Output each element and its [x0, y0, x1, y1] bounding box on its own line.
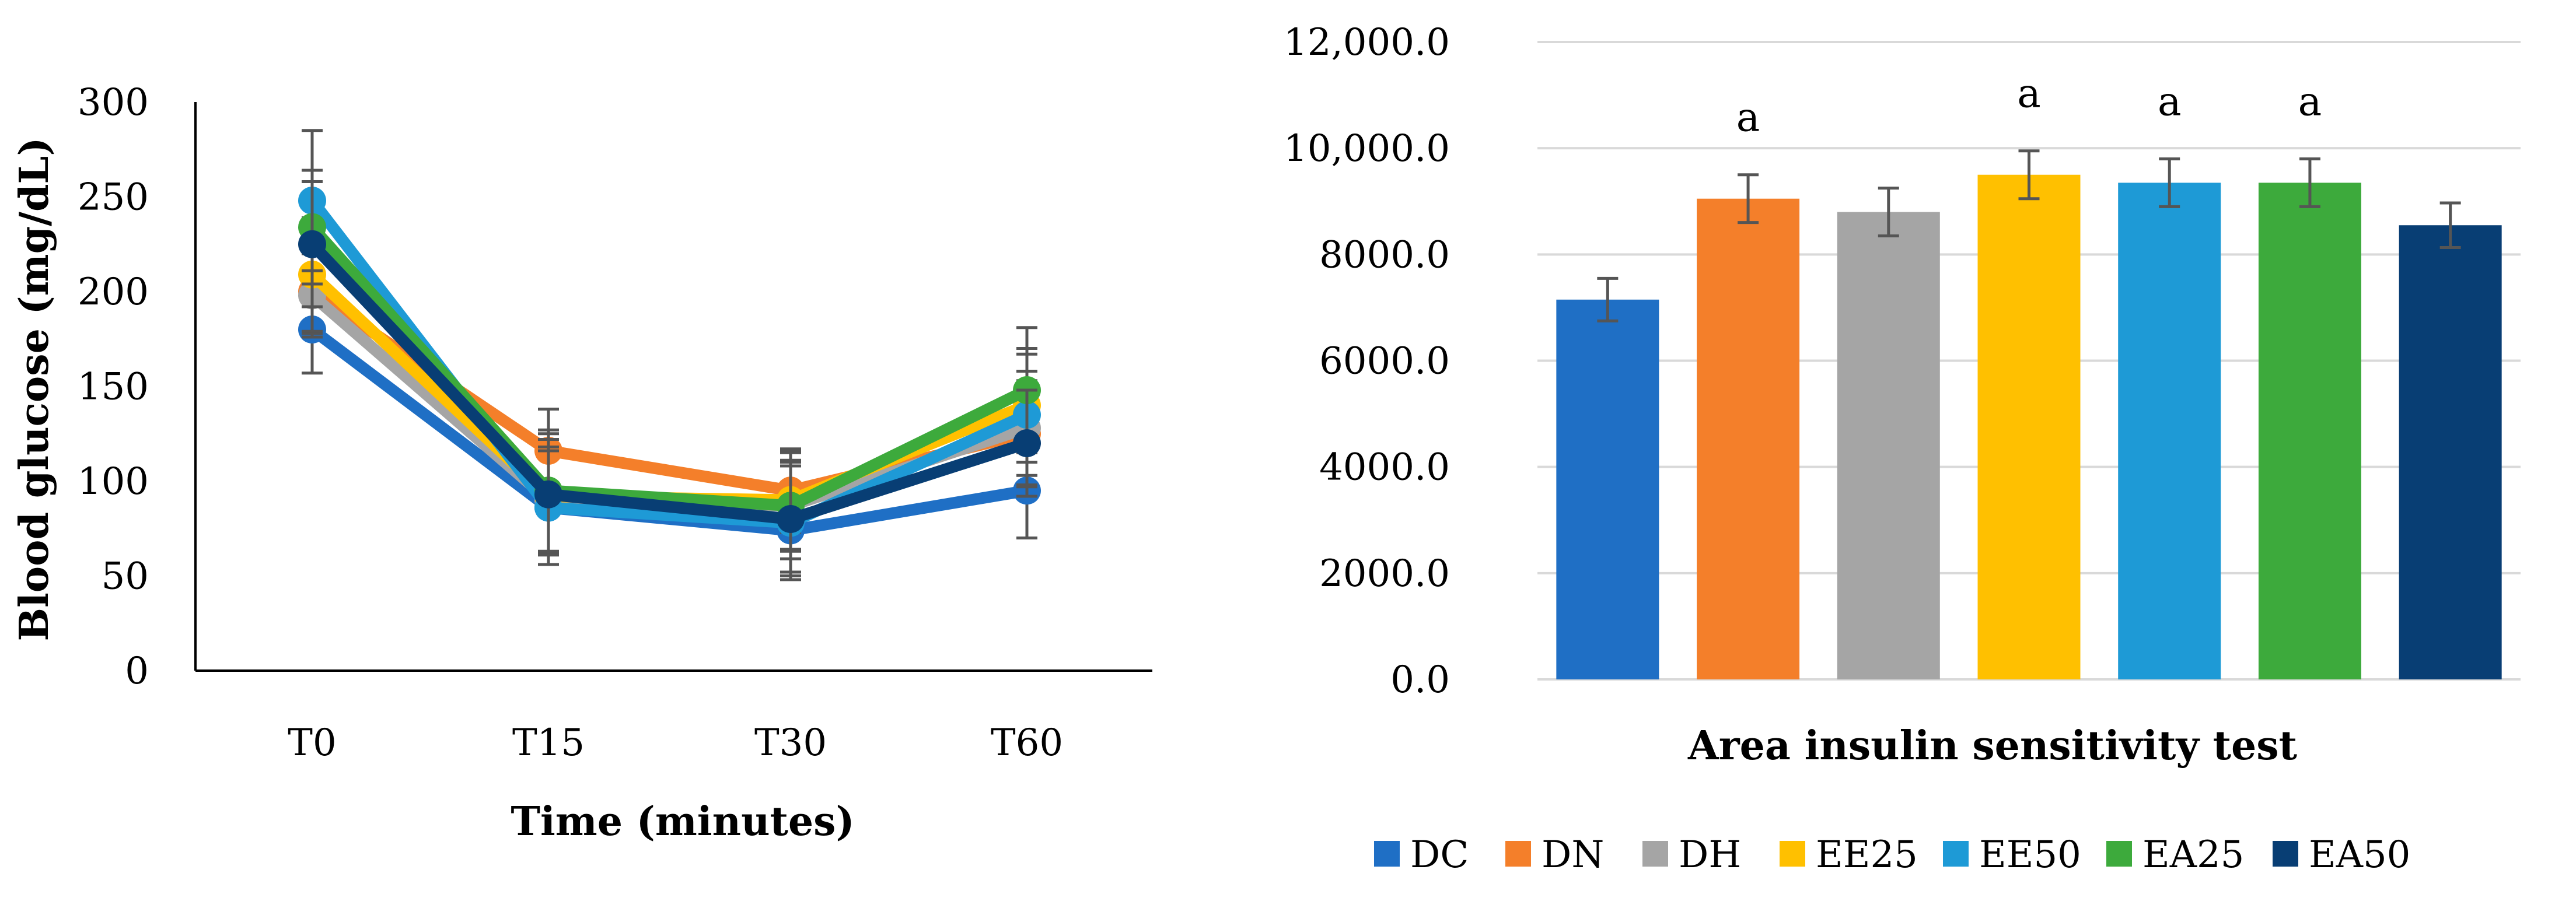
legend-label: DN: [1542, 833, 1604, 877]
legend-item-dh: DH: [1642, 833, 1741, 877]
series-dn: [298, 248, 1041, 534]
line-chart-y-tick: 100: [78, 460, 149, 503]
legend-label: EA50: [2309, 833, 2410, 877]
bar-chart-significance-labels: aa a a: [1736, 71, 2322, 141]
line-chart-series-group: [298, 129, 1041, 581]
line-chart-x-tick: T60: [991, 721, 1063, 765]
legend-label: EE25: [1816, 833, 1918, 877]
significance-label: a: [2017, 71, 2041, 117]
bar-chart-x-label: Area insulin sensitivity test: [1687, 723, 2298, 769]
series-line: [307, 240, 1029, 525]
line-chart-x-ticks: T0 T15 T30 T60: [288, 721, 1063, 765]
bar-dn: [1697, 198, 1800, 680]
data-point: [298, 230, 326, 258]
line-chart-x-label: Time (minutes): [511, 798, 854, 845]
bar-chart-y-tick: 2000.0: [1319, 552, 1450, 595]
legend-label: DC: [1410, 833, 1469, 877]
line-chart-y-tick: 250: [78, 176, 149, 219]
series-line: [307, 223, 1030, 512]
legend-item-dc: DC: [1374, 833, 1469, 877]
significance-label: a: [2158, 79, 2182, 125]
bar-ee50: [2118, 183, 2221, 679]
legend-swatch: [1943, 841, 1969, 867]
series-ea50: [298, 180, 1041, 577]
bar-dh: [1837, 212, 1940, 679]
significance-label: a: [2298, 79, 2322, 125]
line-chart-y-tick: 300: [78, 81, 149, 124]
bar-chart-y-tick: 8000.0: [1319, 233, 1450, 276]
line-chart-y-ticks: 0 50 100 150 200 250 300: [78, 81, 149, 693]
line-chart-x-tick: T0: [288, 721, 336, 765]
line-chart-y-tick: 200: [78, 271, 149, 314]
line-chart-y-tick: 50: [102, 555, 149, 598]
line-chart-y-tick: 150: [78, 366, 149, 409]
bar-chart-y-tick: 6000.0: [1319, 340, 1450, 383]
legend-item-ee25: EE25: [1780, 833, 1918, 877]
bar-ee25: [1977, 174, 2081, 679]
legend-swatch: [1780, 841, 1805, 867]
line-chart-y-label: Blood glucose (mg/dL): [11, 137, 58, 641]
bar-ea50: [2399, 225, 2502, 679]
line-chart-x-tick: T30: [754, 721, 827, 765]
legend-label: DH: [1679, 833, 1741, 877]
legend-swatch: [1374, 841, 1400, 867]
bar-chart-y-ticks: 0.0 2000.0 4000.0 6000.0 8000.0 10,000.0 12,00…: [1284, 21, 1450, 702]
bar-chart-bars: [1556, 149, 2502, 680]
data-point: [777, 505, 805, 533]
legend-swatch: [2273, 841, 2298, 867]
bar-chart-y-tick: 0.0: [1390, 658, 1450, 702]
legend-label: EE50: [1979, 833, 2081, 877]
significance-label: a: [1736, 95, 1760, 141]
legend-swatch: [1505, 841, 1531, 867]
data-point: [1013, 429, 1041, 457]
line-chart-x-tick: T15: [512, 721, 585, 765]
legend-swatch: [2106, 841, 2132, 867]
legend-item-ee50: EE50: [1943, 833, 2081, 877]
line-chart-y-tick: 0: [125, 650, 149, 693]
bar-chart-y-tick: 4000.0: [1319, 446, 1450, 489]
bar-chart-y-tick: 12,000.0: [1284, 21, 1450, 64]
bar-chart: 0.0 2000.0 4000.0 6000.0 8000.0 10,000.0 12,00…: [1284, 21, 2521, 877]
bar-ea25: [2258, 183, 2361, 679]
legend-item-ea25: EA25: [2106, 833, 2244, 877]
line-chart: 0 50 100 150 200 250 300 T0 T15 T30 T60 Blood glu…: [11, 81, 1152, 845]
legend-item-dn: DN: [1505, 833, 1604, 877]
legend: DC DN DH EE25 EE50 EA25 EA50: [1374, 833, 2410, 877]
legend-label: EA25: [2142, 833, 2244, 877]
data-point: [534, 480, 562, 509]
bar-dc: [1556, 299, 1659, 679]
legend-swatch: [1642, 841, 1668, 867]
legend-item-ea50: EA50: [2273, 833, 2410, 877]
bar-chart-y-tick: 10,000.0: [1284, 127, 1450, 170]
